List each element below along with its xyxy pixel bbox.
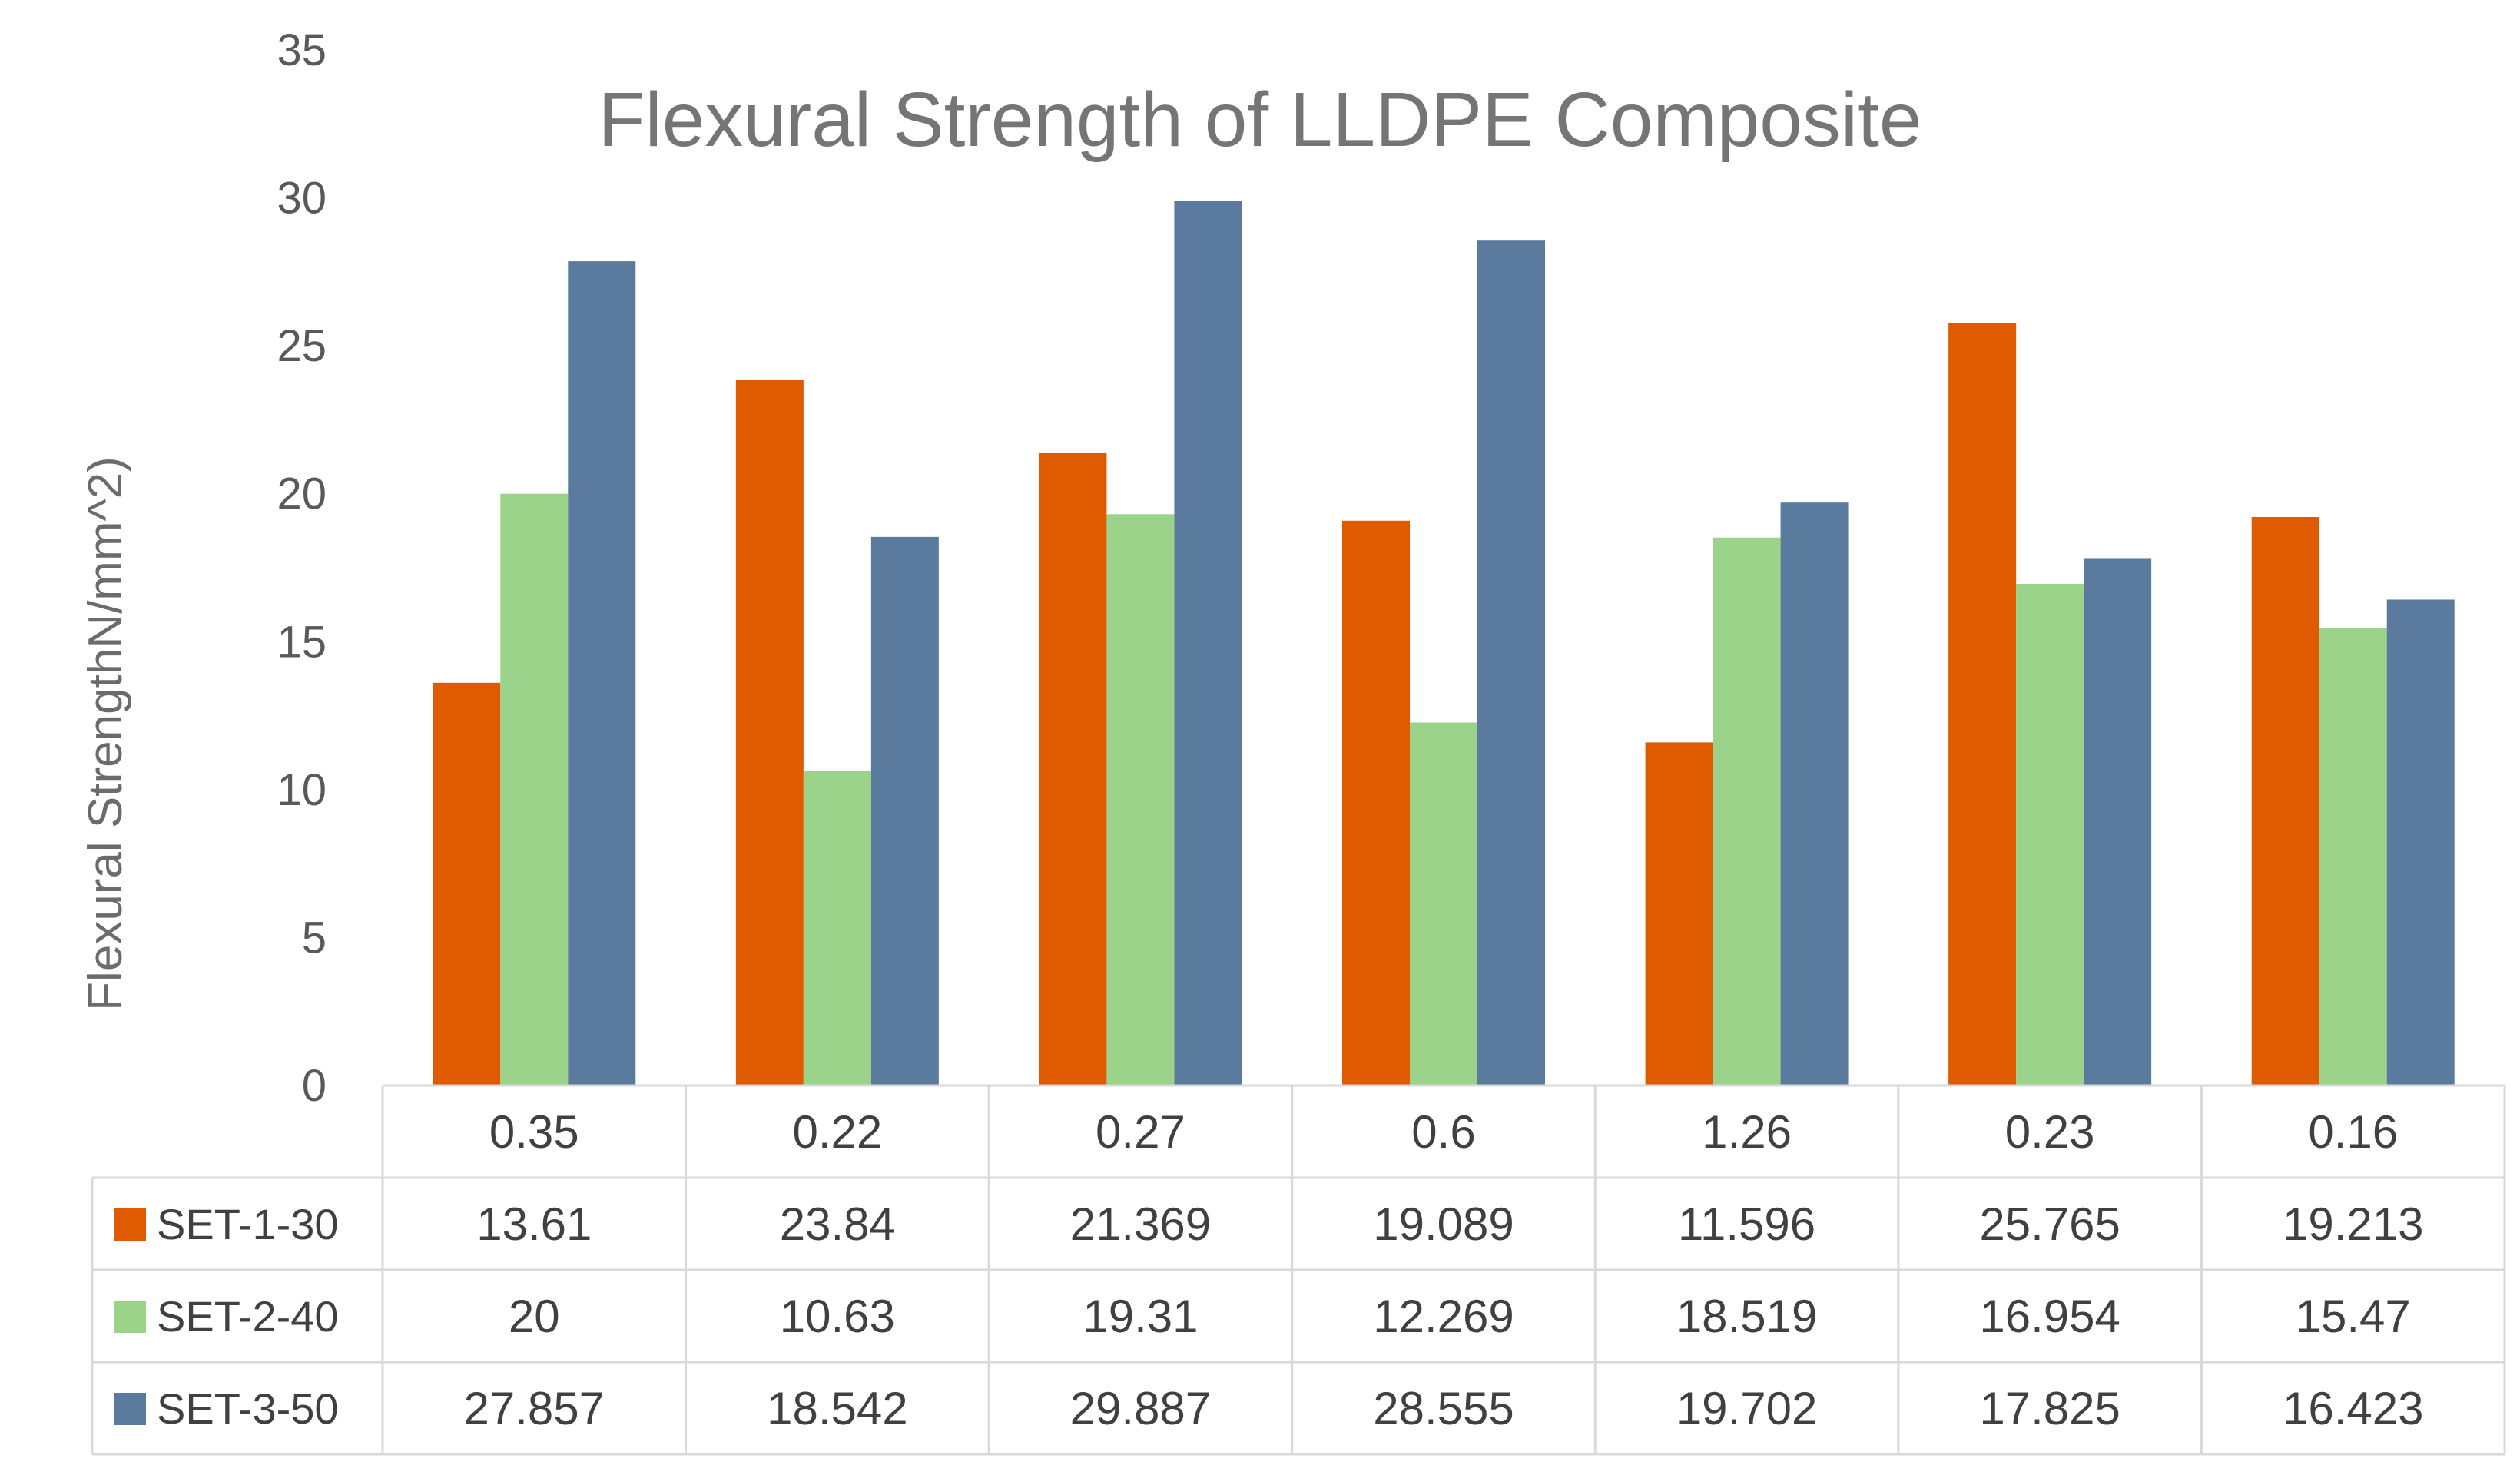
data-label: 29.887 — [1070, 1383, 1212, 1434]
series-name-SET-2-40: SET-2-40 — [157, 1292, 339, 1341]
x-category-label: 0.6 — [1411, 1106, 1475, 1158]
bar-SET-2-40-0.23 — [2016, 584, 2084, 1086]
data-label: 28.555 — [1373, 1383, 1514, 1434]
bar-SET-3-50-0.35 — [568, 261, 636, 1086]
data-table: 0.35 0.22 0.27 0.6 1.26 0.23 0.16 SET-1-30 13.61… — [91, 1084, 2506, 1456]
legend-swatch-SET-1-30 — [114, 1208, 146, 1241]
bar-SET-1-30-0.23 — [1948, 323, 2017, 1086]
bar-SET-1-30-0.35 — [433, 682, 501, 1086]
y-axis-label: Flexural StrengthN/mm^2) — [79, 456, 132, 1011]
x-category-label: 1.26 — [1702, 1106, 1792, 1158]
bar-SET-2-40-0.35 — [500, 493, 569, 1086]
x-category-label: 0.16 — [2308, 1106, 2398, 1158]
data-label: 16.423 — [2283, 1383, 2424, 1434]
data-label: 13.61 — [476, 1198, 592, 1250]
data-label: 20 — [509, 1291, 560, 1342]
bar-SET-3-50-0.16 — [2386, 599, 2455, 1086]
bar-SET-3-50-1.26 — [1780, 502, 1849, 1086]
plot-area — [433, 201, 2455, 1086]
bar-SET-2-40-0.22 — [803, 771, 871, 1086]
y-tick-label: 10 — [277, 765, 327, 815]
bar-SET-3-50-0.6 — [1477, 240, 1545, 1086]
data-label: 12.269 — [1373, 1291, 1514, 1342]
y-tick-label: 0 — [302, 1061, 327, 1111]
legend-swatch-SET-3-50 — [114, 1393, 146, 1425]
data-label: 10.63 — [780, 1291, 895, 1342]
x-category-label: 0.27 — [1096, 1106, 1185, 1158]
series-name-SET-1-30: SET-1-30 — [157, 1200, 339, 1248]
data-label: 17.825 — [1979, 1383, 2120, 1434]
data-label: 15.47 — [2296, 1291, 2411, 1342]
data-label: 19.089 — [1373, 1198, 1514, 1250]
bar-SET-2-40-0.16 — [2319, 628, 2387, 1086]
y-axis: 0 5 10 15 20 25 30 35 — [277, 25, 327, 1111]
data-label: 18.542 — [767, 1383, 908, 1434]
y-tick-label: 35 — [277, 25, 327, 75]
bar-SET-3-50-0.23 — [2084, 558, 2152, 1086]
y-tick-label: 5 — [302, 913, 327, 963]
data-label: 19.702 — [1676, 1383, 1818, 1434]
data-label: 16.954 — [1979, 1291, 2120, 1342]
y-tick-label: 20 — [277, 469, 327, 519]
x-category-label: 0.22 — [792, 1106, 882, 1158]
y-tick-label: 25 — [277, 321, 327, 371]
bar-SET-1-30-0.16 — [2251, 517, 2319, 1086]
data-label: 27.857 — [464, 1383, 605, 1434]
bar-SET-1-30-0.22 — [735, 380, 804, 1086]
bar-SET-1-30-0.27 — [1039, 452, 1107, 1086]
data-label: 19.213 — [2283, 1198, 2424, 1250]
bar-SET-3-50-0.27 — [1174, 201, 1242, 1086]
series-name-SET-3-50: SET-3-50 — [157, 1384, 339, 1433]
bar-SET-3-50-0.22 — [870, 536, 939, 1086]
data-label: 11.596 — [1678, 1198, 1815, 1250]
legend-swatch-SET-2-40 — [114, 1301, 146, 1333]
bar-SET-1-30-1.26 — [1645, 742, 1713, 1086]
x-category-label: 0.35 — [489, 1106, 579, 1158]
bar-SET-2-40-1.26 — [1713, 537, 1781, 1086]
y-tick-label: 15 — [277, 617, 327, 667]
data-label: 18.519 — [1676, 1291, 1818, 1342]
data-label: 25.765 — [1979, 1198, 2120, 1250]
data-label: 19.31 — [1083, 1291, 1198, 1342]
data-label: 23.84 — [780, 1198, 895, 1250]
bar-SET-2-40-0.27 — [1106, 514, 1175, 1086]
y-tick-label: 30 — [277, 174, 327, 224]
bar-SET-2-40-0.6 — [1410, 722, 1477, 1086]
bar-SET-1-30-0.6 — [1342, 520, 1410, 1086]
x-category-label: 0.23 — [2005, 1106, 2095, 1158]
chart-title: Flexural Strength of LLDPE Composite — [598, 77, 1922, 163]
data-label: 21.369 — [1070, 1198, 1212, 1250]
